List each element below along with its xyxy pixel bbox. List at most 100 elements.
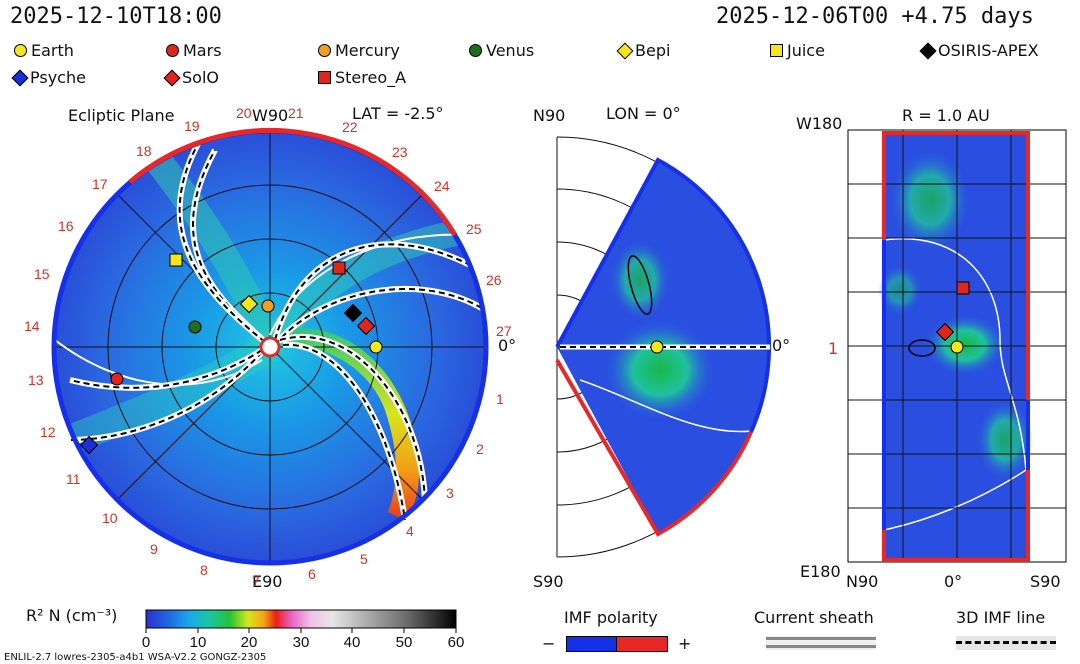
carrington-10: 10 (102, 510, 118, 526)
colorbar-label: R² N (cm⁻³) (26, 606, 118, 625)
imf-polarity-minus: − (542, 634, 556, 653)
carrington-11: 11 (66, 471, 81, 487)
carrington-4: 4 (406, 523, 414, 539)
earth-marker-icon (369, 340, 383, 354)
ecliptic-title: Ecliptic Plane (68, 106, 175, 125)
ecliptic-polarity-rim-positive (128, 128, 458, 237)
imf-line-label: 3D IMF line (956, 608, 1046, 627)
osiris-apex-marker-icon (343, 303, 363, 323)
mars-marker-icon (110, 372, 124, 386)
stereo-a-marker-icon (956, 281, 970, 295)
venus-marker-icon (469, 44, 482, 57)
carrington-6: 6 (308, 566, 316, 582)
solo-marker-icon (935, 322, 955, 342)
legend-bepi: Bepi (616, 41, 670, 60)
carrington-labels: 1 2 3 4 5 6 7 8 9 10 11 12 13 14 15 16 1… (24, 105, 512, 589)
imf-polarity-positive-swatch (616, 636, 668, 652)
carrington-8: 8 (200, 562, 208, 578)
stereo-a-marker-icon (318, 71, 331, 84)
carrington-16: 16 (58, 218, 74, 234)
carrington-1: 1 (496, 391, 504, 407)
colorbar-tick-30: 30 (293, 634, 310, 651)
meridional-polarity-rim (555, 157, 771, 433)
carrington-5: 5 (360, 551, 368, 567)
radial-title: R = 1.0 AU (902, 106, 990, 125)
earth-marker-icon (650, 340, 664, 354)
meridional-top-label: N90 (533, 106, 566, 125)
carrington-20: 20 (236, 105, 252, 121)
meridional-polarity-rim-positive (555, 358, 753, 537)
legend-psyche: Psyche (11, 68, 86, 87)
imf-polarity-negative-swatch (566, 636, 618, 652)
carrington-22: 22 (342, 119, 358, 135)
legend-mercury: Mercury (318, 41, 400, 60)
imf-line-swatch (956, 636, 1056, 650)
carrington-7: 7 (252, 573, 260, 589)
reference-time: 2025-12-06T00 +4.75 days (716, 4, 1034, 29)
colorbar-tick-10: 10 (190, 634, 207, 651)
colorbar-tick-40: 40 (344, 634, 361, 651)
radial-mid-label: 1 (828, 339, 839, 358)
meridional-right-label: 0° (772, 336, 791, 355)
carrington-12: 12 (40, 424, 56, 440)
carrington-18: 18 (136, 143, 152, 159)
carrington-21: 21 (288, 105, 304, 121)
ecliptic-lat-label: LAT = -2.5° (352, 104, 444, 123)
radial-bottom-label-s90: S90 (1030, 572, 1061, 591)
current-sheath-swatch (766, 636, 876, 650)
legend-osiris-apex: OSIRIS-APEX (919, 41, 1039, 60)
legend-mars: Mars (166, 41, 222, 60)
imf-polarity-label: IMF polarity (564, 608, 658, 627)
legend-venus: Venus (469, 41, 534, 60)
legend-juice: Juice (770, 41, 825, 60)
colorbar-tick-50: 50 (396, 634, 413, 651)
psyche-marker-icon (79, 435, 99, 455)
earth-marker-icon (950, 340, 964, 354)
ecliptic-bottom-label: E90 (252, 572, 283, 591)
juice-marker-icon (770, 44, 783, 57)
carrington-14: 14 (24, 318, 40, 334)
carrington-19: 19 (184, 118, 200, 134)
ecliptic-right-label: 0° (498, 336, 517, 355)
radial-bottom-label-0: 0° (944, 572, 963, 591)
earth-marker-icon (14, 44, 27, 57)
legend-stereo-a: Stereo_A (318, 68, 406, 87)
sun-icon (259, 336, 281, 358)
colorbar-tick-0: 0 (142, 634, 150, 651)
radial-bottom-left-label: E180 (800, 562, 841, 581)
radial-bottom-label-n90: N90 (846, 572, 879, 591)
imf-polarity-plus: + (678, 634, 692, 653)
legend-earth: Earth (14, 41, 74, 60)
carrington-15: 15 (34, 266, 50, 282)
run-time: 2025-12-10T18:00 (10, 4, 222, 29)
meridional-bottom-label: S90 (533, 572, 564, 591)
ecliptic-top-label: W90 (252, 106, 289, 125)
carrington-3: 3 (446, 485, 454, 501)
cme-front (285, 328, 420, 520)
carrington-24: 24 (434, 178, 450, 194)
model-footer: ENLIL-2.7 lowres-2305-a4b1 WSA-V2.2 GONG… (4, 652, 267, 663)
bepi-marker-icon (239, 294, 259, 314)
mercury-marker-icon (261, 299, 275, 313)
current-sheath-label: Current sheath (754, 608, 874, 627)
mars-marker-icon (166, 44, 179, 57)
stereo-a-marker-icon (332, 261, 346, 275)
carrington-17: 17 (92, 176, 108, 192)
carrington-13: 13 (28, 372, 44, 388)
carrington-2: 2 (476, 441, 484, 457)
radial-top-left-label: W180 (796, 114, 843, 133)
meridional-lon-label: LON = 0° (606, 104, 681, 123)
carrington-25: 25 (466, 221, 482, 237)
carrington-26: 26 (486, 272, 502, 288)
mercury-marker-icon (318, 44, 331, 57)
carrington-9: 9 (150, 541, 158, 557)
colorbar-tick-20: 20 (241, 634, 258, 651)
colorbar-tick-60: 60 (448, 634, 465, 651)
carrington-23: 23 (392, 144, 408, 160)
legend-solo: SolO (163, 68, 219, 87)
juice-marker-icon (169, 253, 183, 267)
